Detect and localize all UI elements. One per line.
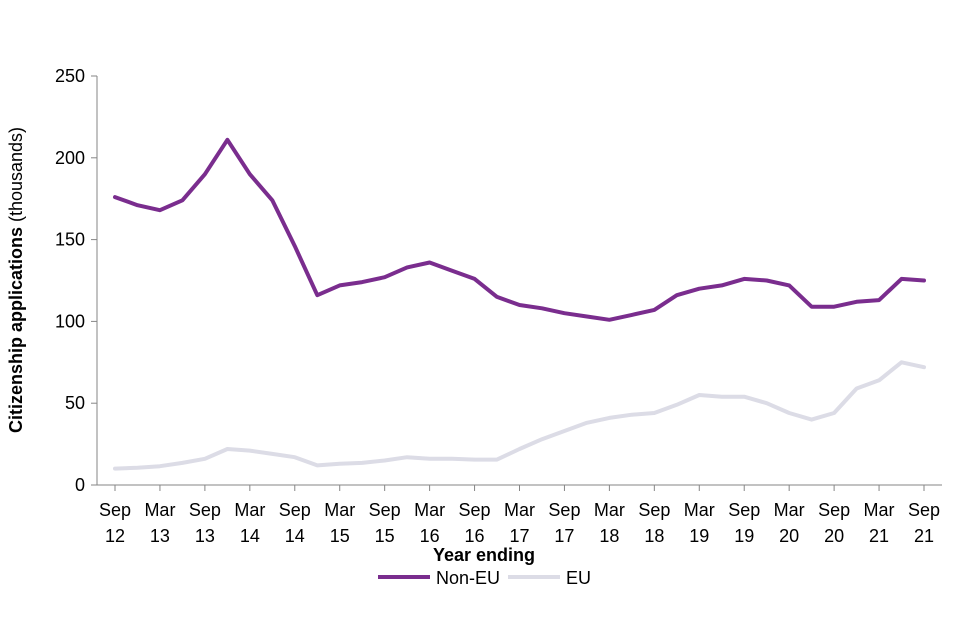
x-tick-label-month: Mar	[144, 500, 175, 520]
x-tick-label-year: 13	[150, 526, 170, 546]
series-lines	[113, 137, 926, 471]
series-line-non-eu	[113, 137, 926, 322]
x-tick-label-month: Mar	[864, 500, 895, 520]
y-tick-label: 100	[55, 311, 85, 331]
x-tick-label-month: Sep	[459, 500, 491, 520]
x-tick-label-month: Sep	[99, 500, 131, 520]
y-axis-title: Citizenship applications (thousands)	[6, 127, 26, 433]
x-tick-label-month: Mar	[324, 500, 355, 520]
x-tick-label-month: Mar	[594, 500, 625, 520]
x-tick-label-year: 18	[644, 526, 664, 546]
x-axis: Sep 12 Mar 13 Sep 13 Mar 14 Sep 14 Mar 15 Sep 15 Mar 16…	[97, 484, 942, 546]
y-axis-title-main: Citizenship applications	[6, 227, 26, 433]
legend-label-non-eu: Non-EU	[436, 568, 500, 588]
x-tick-label-year: 13	[195, 526, 215, 546]
x-tick-label-month: Mar	[774, 500, 805, 520]
x-tick-label-year: 14	[240, 526, 260, 546]
y-tick-label: 0	[75, 475, 85, 495]
x-tick-label-year: 19	[734, 526, 754, 546]
x-tick-label-month: Sep	[818, 500, 850, 520]
x-tick-label-year: 14	[285, 526, 305, 546]
y-tick-label: 150	[55, 230, 85, 250]
x-tick-label-month: Mar	[684, 500, 715, 520]
x-tick-label-month: Sep	[548, 500, 580, 520]
x-tick-label-month: Sep	[279, 500, 311, 520]
y-axis: 0 50 100 150 200 250	[55, 66, 98, 495]
x-tick-label-year: 20	[824, 526, 844, 546]
series-line-eu	[113, 360, 926, 471]
x-tick-label-month: Sep	[369, 500, 401, 520]
x-tick-label-month: Sep	[189, 500, 221, 520]
x-tick-label-month: Mar	[504, 500, 535, 520]
y-axis-title-unit: (thousands)	[6, 127, 26, 222]
x-tick-label-year: 16	[420, 526, 440, 546]
x-tick-label-year: 20	[779, 526, 799, 546]
x-tick-label-year: 15	[330, 526, 350, 546]
x-tick-label-year: 16	[465, 526, 485, 546]
x-tick-label-year: 18	[599, 526, 619, 546]
x-tick-label-month: Sep	[638, 500, 670, 520]
x-tick-label-year: 15	[375, 526, 395, 546]
x-axis-title: Year ending	[433, 545, 535, 565]
x-tick-label-month: Mar	[234, 500, 265, 520]
x-tick-label-year: 21	[914, 526, 934, 546]
x-tick-label-year: 21	[869, 526, 889, 546]
y-tick-label: 50	[65, 393, 85, 413]
y-tick-label: 200	[55, 148, 85, 168]
x-tick-label-month: Mar	[414, 500, 445, 520]
legend: Non-EU EU	[378, 568, 591, 588]
x-tick-label-year: 12	[105, 526, 125, 546]
x-tick-label-month: Sep	[908, 500, 940, 520]
y-tick-label: 250	[55, 66, 85, 86]
x-tick-label-year: 17	[554, 526, 574, 546]
x-tick-label-year: 17	[509, 526, 529, 546]
x-tick-label-year: 19	[689, 526, 709, 546]
legend-label-eu: EU	[566, 568, 591, 588]
x-tick-label-month: Sep	[728, 500, 760, 520]
